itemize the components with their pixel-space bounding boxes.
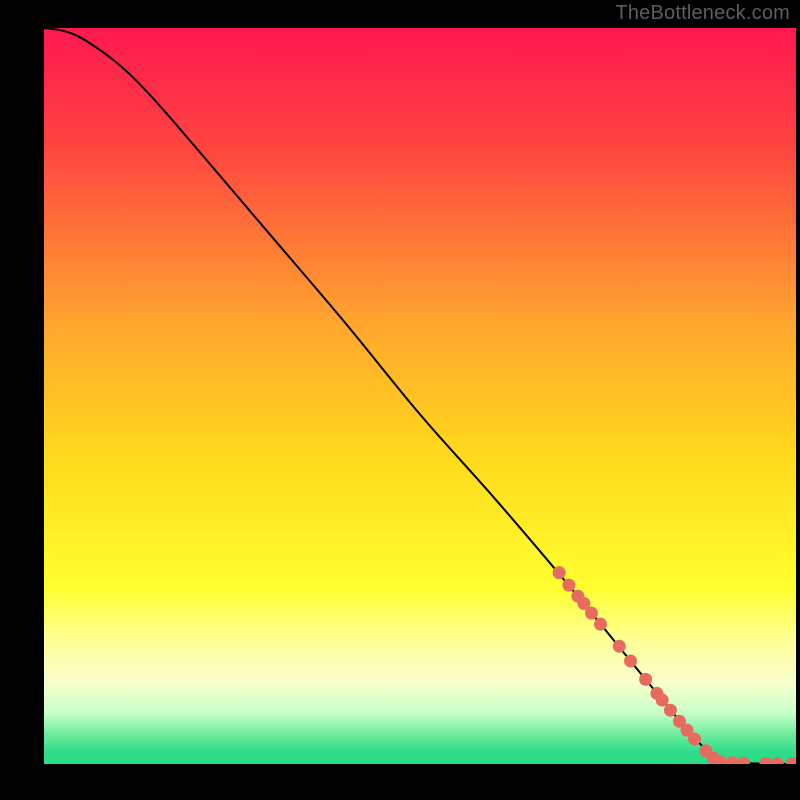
plot-frame	[44, 28, 796, 764]
data-marker	[624, 654, 637, 667]
data-marker	[594, 618, 607, 631]
data-marker	[786, 757, 796, 764]
data-marker	[759, 757, 772, 764]
data-marker	[771, 757, 784, 764]
data-marker	[737, 757, 750, 764]
data-marker	[585, 607, 598, 620]
data-marker	[562, 579, 575, 592]
plot-area	[44, 28, 796, 764]
watermark-text: TheBottleneck.com	[615, 2, 790, 25]
data-marker	[688, 732, 701, 745]
chart-svg	[44, 28, 796, 764]
data-marker	[664, 704, 677, 717]
data-marker	[726, 756, 739, 764]
bottleneck-curve	[44, 28, 796, 764]
data-marker	[613, 640, 626, 653]
data-marker	[639, 673, 652, 686]
data-marker	[656, 693, 669, 706]
data-marker	[553, 566, 566, 579]
